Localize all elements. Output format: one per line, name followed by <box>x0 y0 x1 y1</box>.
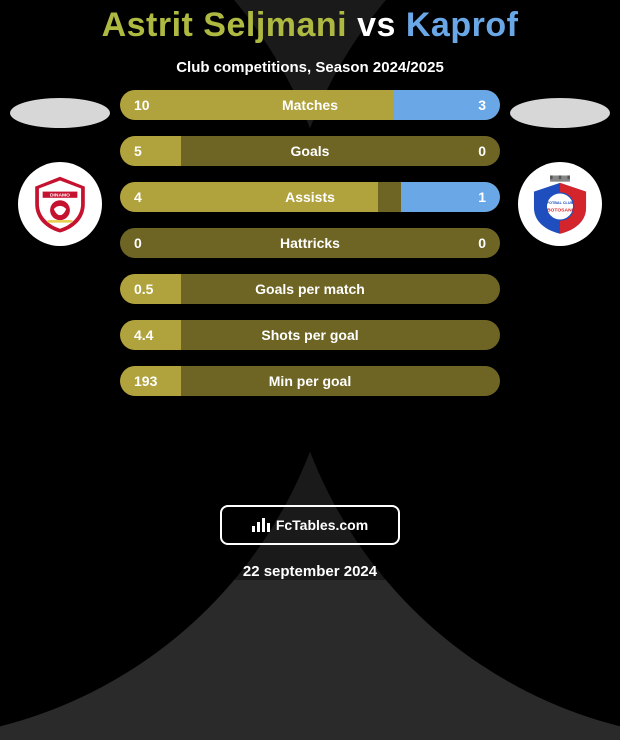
stat-bar-left-fill <box>120 136 181 166</box>
stat-label: Goals per match <box>255 281 365 297</box>
stat-value-right: 1 <box>478 189 486 205</box>
stat-value-right: 0 <box>478 143 486 159</box>
stat-label: Min per goal <box>269 373 351 389</box>
club-crest-right-icon: FOTBAL CLUB BOTOSANI <box>529 173 591 235</box>
svg-text:FOTBAL CLUB: FOTBAL CLUB <box>547 201 574 205</box>
stat-row: 4 1 Assists <box>120 182 500 212</box>
title-left-name: Astrit Seljmani <box>102 6 348 44</box>
stat-label: Hattricks <box>280 235 340 251</box>
comparison-stage: DINAMO FOTBAL CLUB BOTOSANI 103Matches50… <box>0 98 620 495</box>
stat-bar-left-fill <box>120 182 378 212</box>
title-right-name: Kaprof <box>406 6 519 44</box>
stat-bars: 10 3 Matches 5 0 Goals 4 1 Assists 0 0 Hattricks 0.5… <box>120 90 500 396</box>
stat-row: 0 0 Hattricks <box>120 228 500 258</box>
club-badge-right: FOTBAL CLUB BOTOSANI <box>518 162 602 246</box>
footer-brand-text: FcTables.com <box>276 517 368 533</box>
player-shadow-right <box>510 98 610 128</box>
bars-chart-icon <box>252 518 270 532</box>
player-shadow-left <box>10 98 110 128</box>
stat-label: Matches <box>282 97 338 113</box>
stat-label: Shots per goal <box>261 327 358 343</box>
stat-row: 4.4 Shots per goal <box>120 320 500 350</box>
stat-value-left: 0 <box>134 235 142 251</box>
svg-text:BOTOSANI: BOTOSANI <box>547 207 574 213</box>
footer-brand-badge: FcTables.com <box>220 505 400 545</box>
stat-row: 0.5 Goals per match <box>120 274 500 304</box>
club-badge-left: DINAMO <box>18 162 102 246</box>
stat-value-left: 10 <box>134 97 150 113</box>
stat-value-left: 4.4 <box>134 327 153 343</box>
stat-label: Assists <box>285 189 335 205</box>
stat-value-left: 4 <box>134 189 142 205</box>
svg-text:DINAMO: DINAMO <box>50 193 70 199</box>
stat-value-right: 0 <box>478 235 486 251</box>
content: Astrit Seljmani vs Kaprof Club competiti… <box>0 0 620 580</box>
stat-bar-left-fill <box>120 90 394 120</box>
title-vs: vs <box>347 6 406 44</box>
stat-value-left: 5 <box>134 143 142 159</box>
stat-row: 193 Min per goal <box>120 366 500 396</box>
stat-value-left: 193 <box>134 373 157 389</box>
club-crest-left-icon: DINAMO <box>29 173 91 235</box>
stat-label: Goals <box>291 143 330 159</box>
stat-row: 10 3 Matches <box>120 90 500 120</box>
stat-row: 5 0 Goals <box>120 136 500 166</box>
stat-value-right: 3 <box>478 97 486 113</box>
date-text: 22 september 2024 <box>243 563 377 580</box>
stat-value-left: 0.5 <box>134 281 153 297</box>
page-title: Astrit Seljmani vs Kaprof <box>102 6 519 45</box>
subtitle: Club competitions, Season 2024/2025 <box>176 59 444 76</box>
